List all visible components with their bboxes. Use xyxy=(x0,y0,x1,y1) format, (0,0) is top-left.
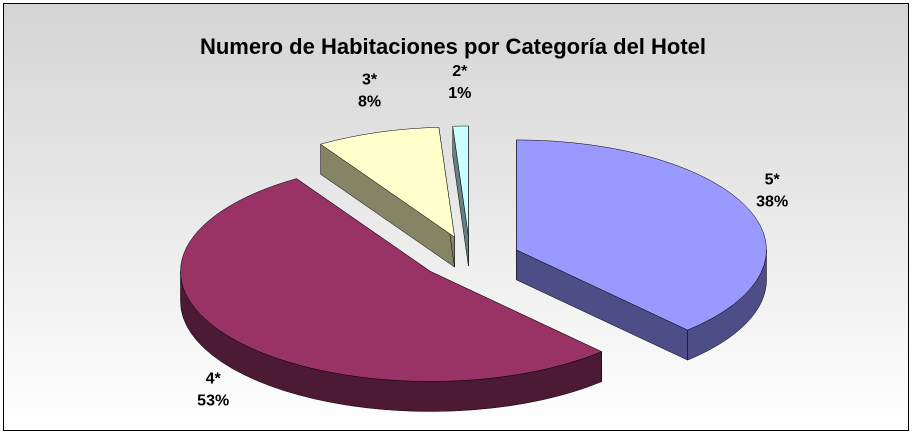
label-value: 8% xyxy=(358,93,381,110)
slice xyxy=(452,125,469,267)
slice xyxy=(516,139,767,361)
slice-top xyxy=(516,139,767,331)
label-value: 38% xyxy=(756,194,788,211)
label-category: 2* xyxy=(452,63,468,80)
slice-top xyxy=(320,127,455,238)
chart-title: Numero de Habitaciones por Categoría del… xyxy=(200,34,706,59)
slice xyxy=(180,178,603,412)
data-label: 2* 1% xyxy=(448,63,471,102)
label-category: 4* xyxy=(206,370,222,387)
data-label: 4* 53% xyxy=(197,370,229,409)
data-label: 3* 8% xyxy=(358,71,381,110)
label-category: 5* xyxy=(765,172,781,189)
slice-top xyxy=(180,178,603,382)
label-category: 3* xyxy=(362,71,378,88)
slice-top xyxy=(452,125,469,237)
label-value: 53% xyxy=(197,392,229,409)
data-label: 5* 38% xyxy=(756,172,788,211)
slice xyxy=(320,127,455,268)
label-value: 1% xyxy=(448,85,471,102)
